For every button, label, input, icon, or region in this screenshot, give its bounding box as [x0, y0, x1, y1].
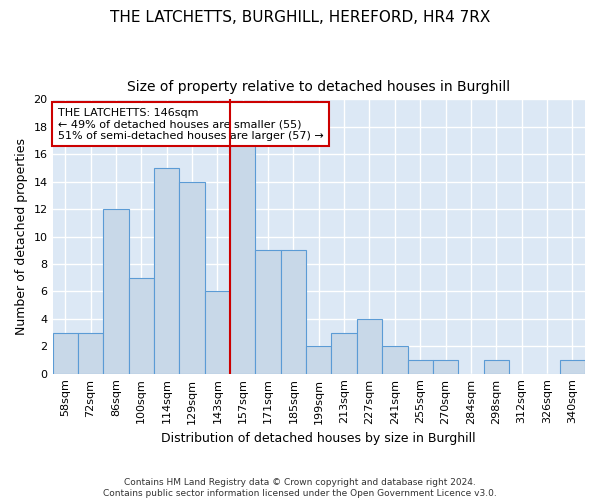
- Bar: [53, 332, 78, 374]
- Bar: [331, 332, 357, 374]
- Text: THE LATCHETTS: 146sqm
← 49% of detached houses are smaller (55)
51% of semi-deta: THE LATCHETTS: 146sqm ← 49% of detached …: [58, 108, 323, 141]
- Text: THE LATCHETTS, BURGHILL, HEREFORD, HR4 7RX: THE LATCHETTS, BURGHILL, HEREFORD, HR4 7…: [110, 10, 490, 25]
- Bar: [306, 346, 331, 374]
- Bar: [484, 360, 509, 374]
- Y-axis label: Number of detached properties: Number of detached properties: [15, 138, 28, 335]
- Bar: [205, 292, 230, 374]
- Bar: [357, 319, 382, 374]
- Bar: [560, 360, 585, 374]
- Text: Contains HM Land Registry data © Crown copyright and database right 2024.
Contai: Contains HM Land Registry data © Crown c…: [103, 478, 497, 498]
- X-axis label: Distribution of detached houses by size in Burghill: Distribution of detached houses by size …: [161, 432, 476, 445]
- Bar: [407, 360, 433, 374]
- Bar: [78, 332, 103, 374]
- Bar: [281, 250, 306, 374]
- Bar: [154, 168, 179, 374]
- Bar: [256, 250, 281, 374]
- Bar: [433, 360, 458, 374]
- Title: Size of property relative to detached houses in Burghill: Size of property relative to detached ho…: [127, 80, 511, 94]
- Bar: [103, 209, 128, 374]
- Bar: [230, 140, 256, 374]
- Bar: [128, 278, 154, 374]
- Bar: [382, 346, 407, 374]
- Bar: [179, 182, 205, 374]
